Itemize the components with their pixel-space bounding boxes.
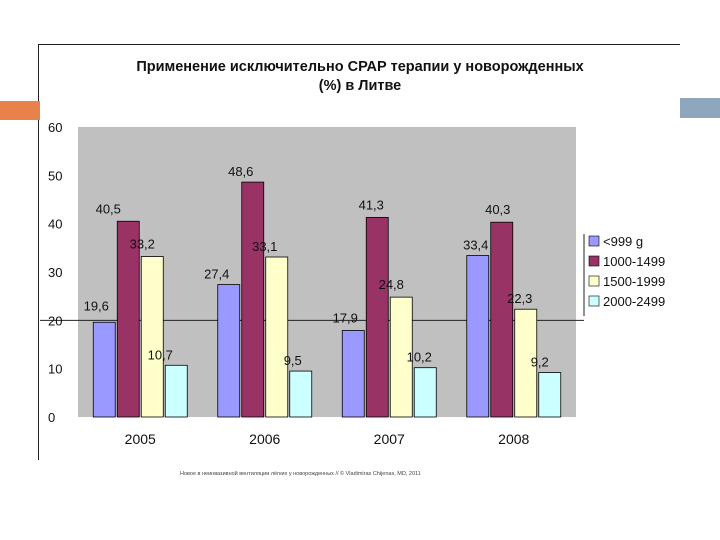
bar (413, 367, 437, 418)
data-label: 33,4 (463, 238, 488, 253)
bar (164, 364, 188, 418)
data-label: 19,6 (84, 298, 109, 313)
bar (389, 296, 413, 418)
bar (466, 255, 490, 418)
legend-swatch (588, 295, 600, 307)
chart-title-line1: Применение исключительно СРАР терапии у … (136, 59, 584, 75)
y-tick-label: 60 (48, 120, 62, 135)
bar (92, 321, 116, 418)
legend-label: 1500-1999 (603, 274, 665, 289)
data-label: 33,2 (130, 237, 155, 252)
chart-title: Применение исключительно СРАР терапии у … (60, 58, 660, 96)
data-label: 41,3 (359, 197, 384, 212)
bar (116, 220, 140, 418)
legend-label: 2000-2499 (603, 294, 665, 309)
bar (341, 330, 365, 418)
bar (140, 256, 164, 418)
y-tick-label: 20 (48, 313, 62, 328)
footer-caption: Новое в неинвазивной вентиляции лёгких у… (180, 471, 421, 477)
data-label: 27,4 (204, 267, 229, 282)
legend-swatch (588, 255, 600, 267)
data-label: 40,3 (485, 202, 510, 217)
accent-bar-left (0, 101, 40, 120)
y-tick-label: 0 (48, 410, 55, 425)
x-tick-label: 2008 (498, 431, 529, 447)
legend-label: <999 g (603, 234, 643, 249)
legend-swatch (588, 275, 600, 287)
data-label: 9,5 (284, 353, 302, 368)
bar (365, 216, 389, 418)
data-label: 24,8 (379, 277, 404, 292)
data-label: 40,5 (96, 201, 121, 216)
data-label: 10,7 (148, 347, 173, 362)
x-tick-label: 2005 (125, 431, 156, 447)
legend-swatch (588, 235, 600, 247)
data-label: 10,2 (407, 350, 432, 365)
y-tick-label: 50 (48, 168, 62, 183)
x-tick-label: 2007 (374, 431, 405, 447)
bar (265, 256, 289, 418)
data-label: 17,9 (333, 310, 358, 325)
x-tick-label: 2006 (249, 431, 280, 447)
y-tick-label: 10 (48, 362, 62, 377)
chart-title-line2: (%) в Литве (318, 78, 402, 94)
bar (514, 308, 538, 418)
bar (241, 181, 265, 418)
bar (289, 370, 313, 418)
y-tick-label: 40 (48, 217, 62, 232)
legend-label: 1000-1499 (603, 254, 665, 269)
accent-bar-right (680, 98, 720, 118)
data-label: 22,3 (507, 291, 532, 306)
slide-frame-left (38, 44, 39, 460)
slide-frame-top (38, 44, 680, 45)
bar (538, 372, 562, 418)
data-label: 48,6 (228, 164, 253, 179)
bar (217, 284, 241, 418)
bar (490, 221, 514, 418)
y-tick-label: 30 (48, 265, 62, 280)
data-label: 9,2 (531, 355, 549, 370)
data-label: 33,1 (252, 239, 277, 254)
